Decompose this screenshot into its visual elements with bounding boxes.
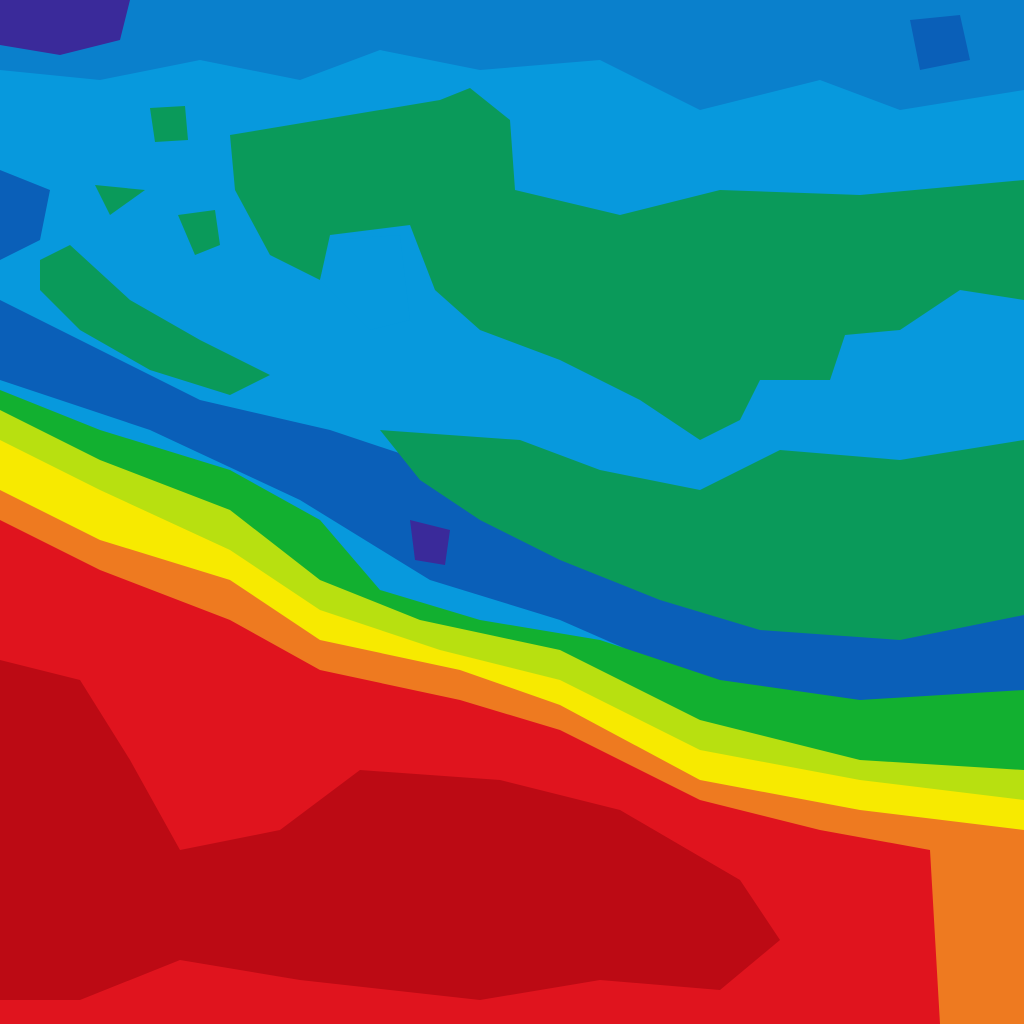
lower-green-region <box>380 430 1024 640</box>
small-green-blob-1 <box>150 106 188 142</box>
top-right-dark-blob <box>910 15 970 70</box>
top-left-purple-blob <box>0 0 130 55</box>
dark-red-region <box>0 660 780 1000</box>
orange-spot <box>980 905 1005 940</box>
top-dark-blue-region <box>0 0 1024 110</box>
upper-green-region <box>230 88 1024 440</box>
small-green-blob-2 <box>95 185 145 215</box>
left-green-strip <box>40 245 270 395</box>
green-hole-blue <box>320 235 410 330</box>
left-dark-blue-patch <box>0 170 50 260</box>
small-green-blob-3 <box>178 210 220 255</box>
purple-spot <box>410 520 450 565</box>
